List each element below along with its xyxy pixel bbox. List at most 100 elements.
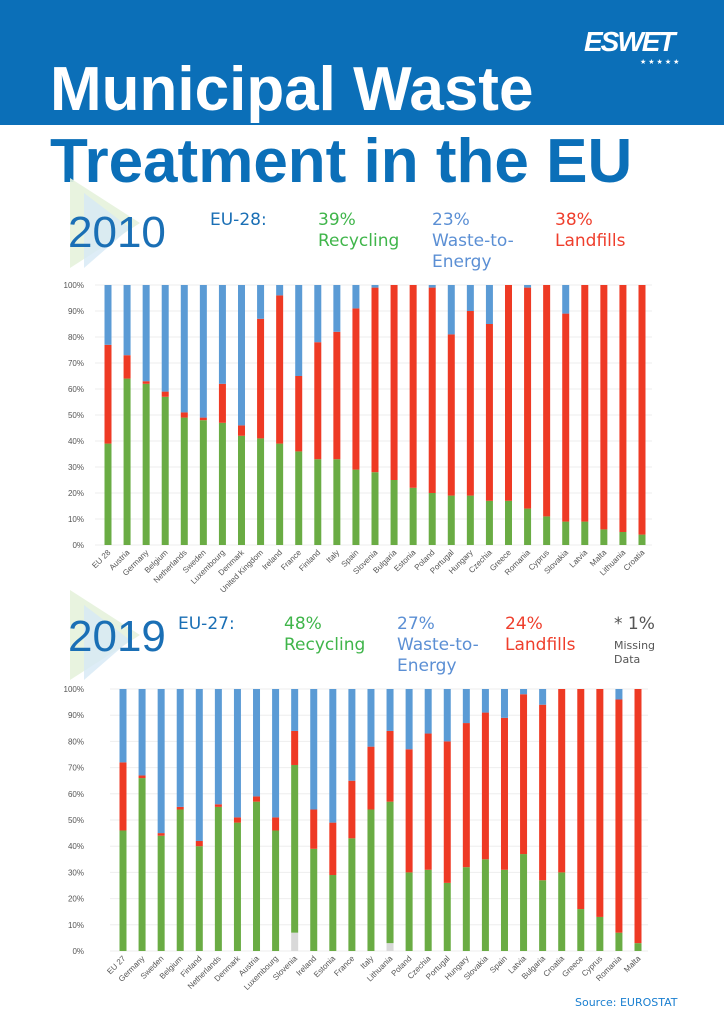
logo-text: ESWET xyxy=(584,26,676,57)
landfill-stat-2010: 38% Landfills xyxy=(555,210,625,252)
bar-segment-landfill xyxy=(123,355,131,379)
bar-segment-waste_to_energy xyxy=(524,285,532,288)
y-tick-label: 70% xyxy=(68,359,84,368)
x-tick-label: Finland xyxy=(297,548,322,573)
bar-segment-recycling xyxy=(500,869,508,951)
bar-segment-recycling xyxy=(310,848,318,951)
stat-value: 24% xyxy=(505,614,543,634)
bar-segment-recycling xyxy=(619,532,627,545)
stat-label: Recycling xyxy=(284,635,366,655)
bar-segment-waste_to_energy xyxy=(238,285,245,426)
bar-segment-landfill xyxy=(386,730,394,802)
y-tick-label: 70% xyxy=(68,764,84,773)
stat-label: Landfills xyxy=(505,635,576,655)
bar-segment-waste_to_energy xyxy=(180,285,188,413)
bar-segment-waste_to_energy xyxy=(199,285,207,418)
y-tick-label: 0% xyxy=(72,947,84,956)
bar-segment-landfill xyxy=(447,334,455,496)
y-tick-label: 80% xyxy=(68,737,84,746)
region-label-2019: EU-27: xyxy=(178,614,235,634)
bar-segment-recycling xyxy=(466,495,474,545)
region-label-2010: EU-28: xyxy=(210,210,267,230)
bar-segment-landfill xyxy=(371,287,379,473)
bar-segment-waste_to_energy xyxy=(161,285,169,392)
bar-segment-waste_to_energy xyxy=(329,689,337,823)
bar-segment-recycling xyxy=(524,508,532,545)
bar-segment-landfill xyxy=(176,806,184,810)
stat-label: Landfills xyxy=(555,231,626,251)
y-tick-label: 40% xyxy=(68,842,84,851)
wte-stat-2019: 27% Waste-to-Energy xyxy=(397,614,492,677)
bar-segment-waste_to_energy xyxy=(481,689,489,713)
y-tick-label: 10% xyxy=(68,921,84,930)
bar-segment-waste_to_energy xyxy=(218,285,226,384)
bar-segment-recycling xyxy=(142,383,150,545)
x-tick-label: Estonia xyxy=(392,548,418,574)
bar-segment-recycling xyxy=(333,459,341,545)
bar-segment-waste_to_energy xyxy=(485,285,493,324)
stars-icon: ★★★★★ xyxy=(640,58,682,66)
y-tick-label: 80% xyxy=(68,333,84,342)
bar-segment-recycling xyxy=(272,830,280,951)
eswet-logo: ESWET ★★★★★ xyxy=(584,26,694,71)
bar-segment-missing xyxy=(386,943,394,951)
bar-segment-recycling xyxy=(123,378,131,545)
y-tick-label: 90% xyxy=(68,711,84,720)
bar-segment-waste_to_energy xyxy=(291,689,299,731)
bar-segment-landfill xyxy=(142,381,150,384)
bar-segment-recycling xyxy=(562,521,570,545)
bar-segment-waste_to_energy xyxy=(257,285,265,319)
bar-segment-waste_to_energy xyxy=(314,285,322,343)
bar-segment-landfill xyxy=(352,308,360,470)
y-tick-label: 20% xyxy=(68,489,84,498)
y-tick-label: 30% xyxy=(68,463,84,472)
x-tick-label: Malta xyxy=(622,954,643,975)
bar-segment-recycling xyxy=(291,764,299,933)
bar-segment-waste_to_energy xyxy=(214,689,222,805)
bar-segment-landfill xyxy=(405,749,413,873)
bar-segment-recycling xyxy=(581,521,589,545)
bar-segment-landfill xyxy=(104,344,112,444)
bar-segment-landfill xyxy=(409,285,417,488)
bar-segment-landfill xyxy=(161,391,169,397)
missing-stat-2019: * 1% Missing Data xyxy=(614,614,674,667)
bar-segment-waste_to_energy xyxy=(539,689,547,705)
bar-segment-recycling xyxy=(104,443,112,545)
bar-segment-waste_to_energy xyxy=(253,689,261,797)
bar-segment-recycling xyxy=(157,835,165,951)
x-tick-label: Latvia xyxy=(568,548,590,570)
bar-segment-waste_to_energy xyxy=(176,689,184,807)
bar-segment-landfill xyxy=(500,717,508,870)
bar-segment-landfill xyxy=(333,331,341,460)
chart-1: 0%10%20%30%40%50%60%70%80%90%100%EU 27Ge… xyxy=(64,685,648,992)
bar-segment-landfill xyxy=(157,833,165,836)
bar-segment-recycling xyxy=(539,880,547,951)
recycling-stat-2010: 39% Recycling xyxy=(318,210,399,252)
bar-segment-waste_to_energy xyxy=(138,689,146,776)
bar-segment-landfill xyxy=(485,324,493,501)
bar-segment-recycling xyxy=(428,493,436,545)
bar-segment-waste_to_energy xyxy=(386,689,394,731)
bar-segment-waste_to_energy xyxy=(443,689,451,742)
y-tick-label: 100% xyxy=(64,685,84,694)
bar-segment-waste_to_energy xyxy=(333,285,341,332)
bar-segment-waste_to_energy xyxy=(371,285,379,288)
bar-segment-landfill xyxy=(481,712,489,860)
bar-segment-recycling xyxy=(600,529,608,545)
bar-segment-landfill xyxy=(428,287,436,493)
bar-segment-waste_to_energy xyxy=(462,689,470,724)
bar-segment-recycling xyxy=(615,932,623,951)
bar-segment-waste_to_energy xyxy=(276,285,284,296)
bar-segment-landfill xyxy=(291,730,299,765)
stat-value: 48% xyxy=(284,614,322,634)
wte-stat-2010: 23% Waste-to-Energy xyxy=(432,210,527,273)
bar-segment-recycling xyxy=(520,854,528,951)
bar-segment-recycling xyxy=(634,943,642,951)
bar-segment-landfill xyxy=(253,796,261,802)
x-tick-label: Estonia xyxy=(312,954,338,980)
bar-segment-landfill xyxy=(619,285,627,532)
stat-value: 39% xyxy=(318,210,356,230)
bar-segment-landfill xyxy=(314,342,322,460)
bar-segment-waste_to_energy xyxy=(447,285,455,335)
triangle-decoration-icon xyxy=(70,590,140,680)
